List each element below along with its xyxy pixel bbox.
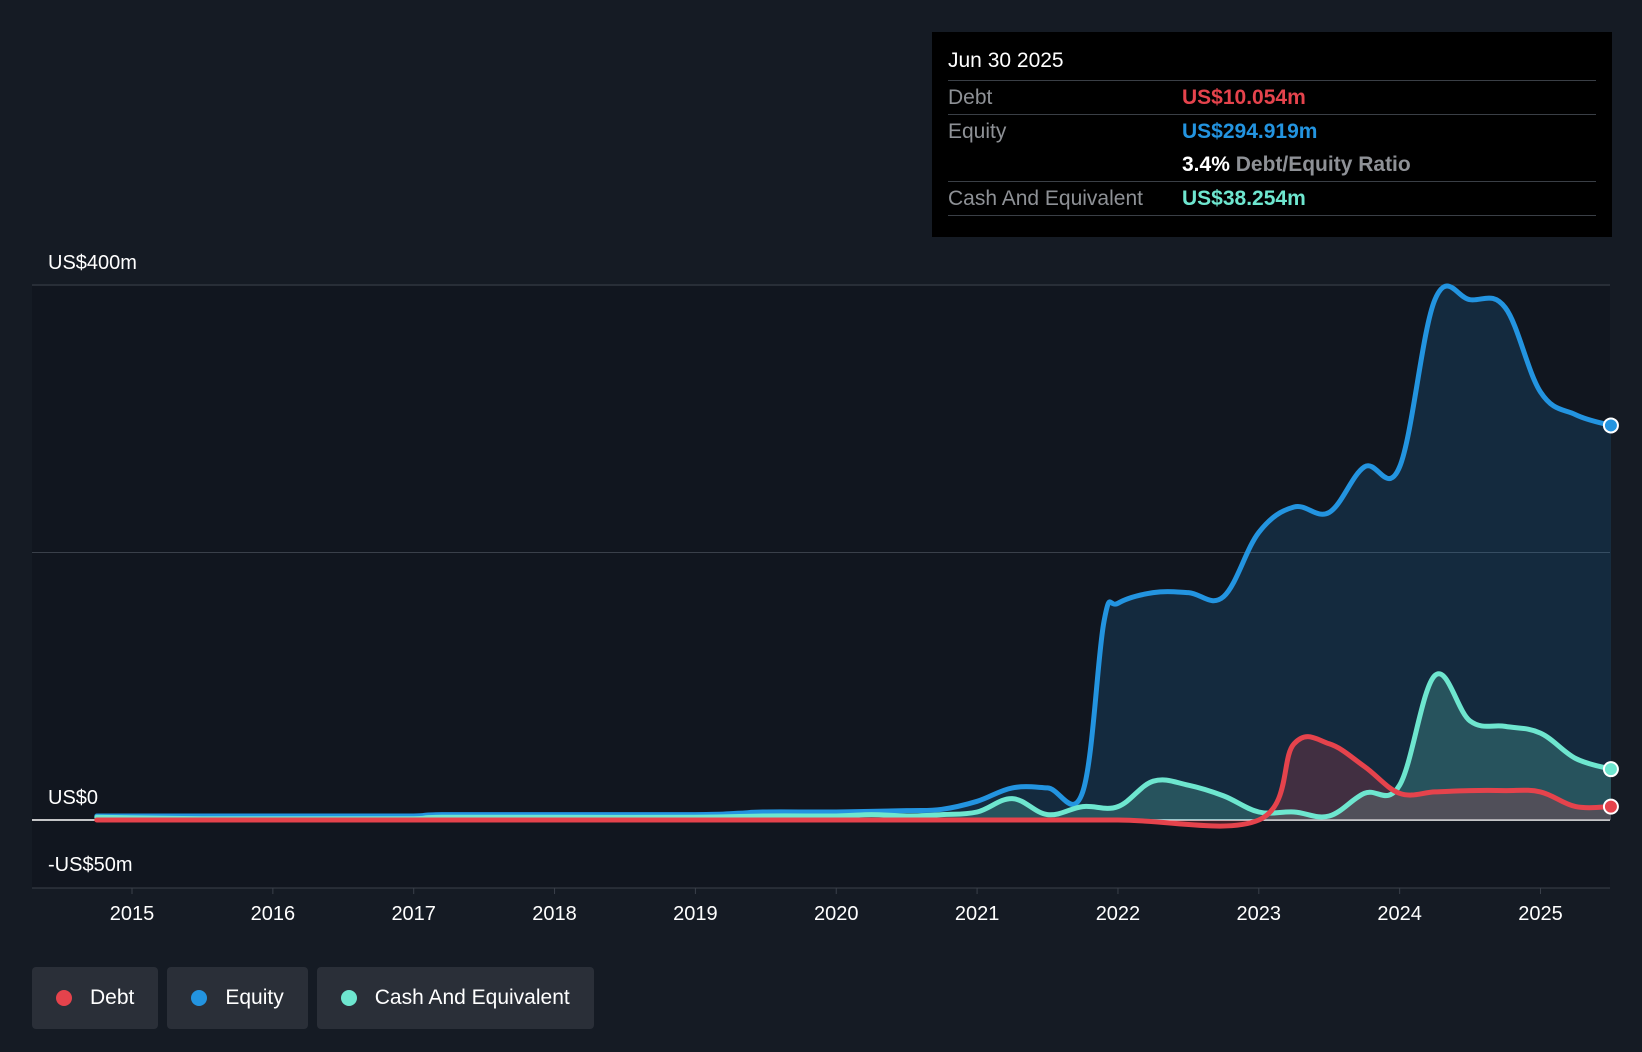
tooltip-panel: Jun 30 2025 Debt US$10.054m Equity US$29… (932, 32, 1612, 237)
x-tick-label: 2015 (110, 903, 155, 925)
x-tick-labels: 2015 2016 2017 2018 2019 2020 2021 2022 2023 2024… (110, 888, 1563, 925)
x-tick-label: 2017 (391, 903, 436, 925)
cash-and-equivalent-area (96, 673, 1611, 820)
x-tick-label: 2019 (673, 903, 718, 925)
x-tick-label: 2024 (1377, 903, 1422, 925)
tooltip-value-cash: US$38.254m (1182, 187, 1306, 210)
equity-line (94, 283, 1614, 819)
x-tick-label: 2020 (814, 903, 859, 925)
tooltip-value-debt: US$10.054m (1182, 86, 1306, 109)
tooltip-row-cash: Cash And Equivalent US$38.254m (948, 181, 1596, 215)
legend-label-equity: Equity (225, 986, 284, 1009)
tooltip-row-ratio: 3.4% Debt/Equity Ratio (948, 148, 1596, 181)
x-tick-label: 2021 (955, 903, 1000, 925)
debt-line (94, 734, 1614, 829)
tooltip-ratio-label: Debt/Equity Ratio (1235, 153, 1411, 176)
legend-dot-cash (340, 990, 357, 1006)
equity-end-marker (1602, 417, 1619, 434)
cash-and-equivalent-end-marker (1602, 761, 1619, 778)
legend: Debt Equity Cash And Equivalent (32, 967, 594, 1029)
y-tick-label: -US$50m (48, 854, 132, 876)
tooltip-row-equity: Equity US$294.919m (948, 114, 1596, 148)
x-tick-label: 2023 (1237, 903, 1282, 925)
legend-item-cash[interactable]: Cash And Equivalent (316, 967, 594, 1029)
series-lines (94, 283, 1614, 829)
equity-area (96, 286, 1611, 821)
tooltip-divider (948, 215, 1596, 217)
tooltip-label-debt: Debt (948, 86, 993, 109)
x-tick-label: 2022 (1096, 903, 1141, 925)
tooltip-date: Jun 30 2025 (948, 49, 1064, 72)
tooltip-label-cash: Cash And Equivalent (948, 187, 1143, 210)
tooltip-value-equity: US$294.919m (1182, 120, 1318, 143)
legend-dot-equity (191, 990, 208, 1006)
legend-label-cash: Cash And Equivalent (374, 986, 570, 1009)
legend-item-equity[interactable]: Equity (167, 967, 308, 1029)
legend-dot-debt (56, 990, 72, 1006)
plot-background (32, 286, 1610, 888)
series-areas (96, 286, 1611, 827)
x-tick-label: 2016 (251, 903, 296, 925)
x-tick-label: 2018 (532, 903, 577, 925)
debt-area (96, 736, 1611, 827)
x-tick-label: 2025 (1518, 903, 1563, 925)
tooltip-row-debt: Debt US$10.054m (948, 80, 1596, 114)
y-tick-label: US$0 (48, 787, 98, 809)
debt-end-marker (1602, 798, 1619, 815)
y-tick-label: US$400m (48, 252, 137, 274)
cash-and-equivalent-line (94, 671, 1614, 822)
tooltip-ratio-value: 3.4% (1182, 153, 1230, 176)
tooltip-label-equity: Equity (948, 120, 1007, 143)
tooltip-ratio: 3.4% Debt/Equity Ratio (1182, 148, 1411, 181)
y-tick-labels: US$400m US$0 -US$50m (48, 252, 137, 876)
tooltip-ratio-spacer (948, 148, 1182, 181)
series-end-markers (1602, 417, 1619, 815)
legend-label-debt: Debt (90, 986, 135, 1009)
legend-item-debt[interactable]: Debt (32, 967, 159, 1029)
